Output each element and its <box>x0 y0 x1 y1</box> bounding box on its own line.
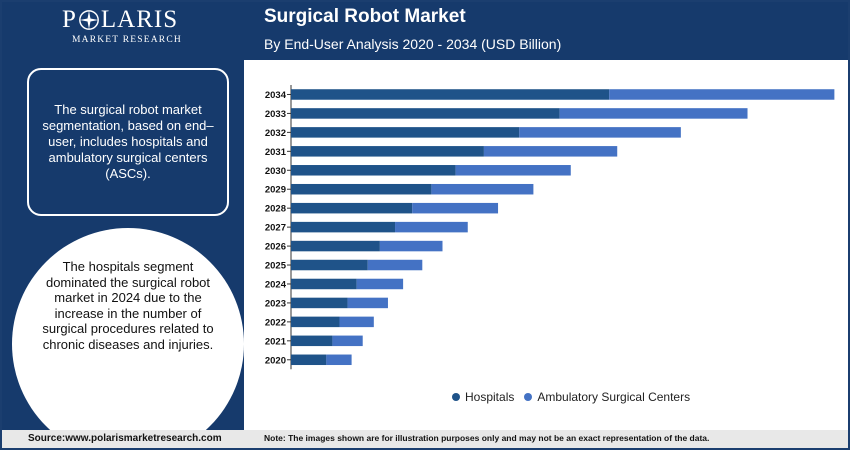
brand-wordmark: P LARIS <box>62 7 192 33</box>
bar-hospitals-2026 <box>291 240 380 252</box>
legend-label-ambulatory: Ambulatory Surgical Centers <box>537 390 691 404</box>
bar-ambulatory-2021 <box>332 335 363 347</box>
disclaimer-note: Note: The images shown are for illustrat… <box>264 433 710 443</box>
bar-hospitals-2024 <box>291 278 357 290</box>
legend-label-hospitals: Hospitals <box>465 390 515 404</box>
segmentation-info-box: The surgical robot market segmentation, … <box>27 68 229 216</box>
bar-hospitals-2023 <box>291 297 348 309</box>
y-tick-label-2030: 2030 <box>265 166 286 177</box>
brand-logo: P LARIS MARKET RESEARCH <box>62 7 192 46</box>
y-tick-label-2028: 2028 <box>265 204 286 215</box>
segmentation-info-text: The surgical robot market segmentation, … <box>42 102 214 181</box>
bar-ambulatory-2023 <box>347 297 388 309</box>
bar-ambulatory-2031 <box>483 146 618 157</box>
y-tick-label-2020: 2020 <box>265 355 286 366</box>
bar-hospitals-2034 <box>291 89 610 100</box>
bar-ambulatory-2025 <box>367 259 423 271</box>
y-tick-label-2032: 2032 <box>265 128 286 139</box>
compass-star-icon <box>79 10 99 30</box>
sidebar <box>2 2 244 430</box>
y-tick-label-2029: 2029 <box>265 185 286 196</box>
legend-swatch-ambulatory <box>524 393 533 401</box>
bar-hospitals-2022 <box>291 316 340 328</box>
y-tick-label-2027: 2027 <box>265 223 286 234</box>
chart-legend: Hospitals Ambulatory Surgical Centers <box>452 390 700 404</box>
page-subtitle: By End-User Analysis 2020 - 2034 (USD Bi… <box>264 36 562 52</box>
y-tick-label-2025: 2025 <box>265 261 287 272</box>
legend-item-ambulatory: Ambulatory Surgical Centers <box>524 390 690 404</box>
bar-ambulatory-2024 <box>356 278 404 290</box>
y-tick-label-2022: 2022 <box>265 317 286 328</box>
bar-hospitals-2033 <box>291 108 560 119</box>
bar-chart: 2034 2033 2032 2031 2030 2029 2028 2027 2026 2025… <box>265 85 835 370</box>
bar-hospitals-2027 <box>291 221 396 233</box>
bar-hospitals-2025 <box>291 259 368 271</box>
bar-hospitals-2029 <box>291 183 432 195</box>
y-tick-label-2021: 2021 <box>265 336 287 347</box>
bar-ambulatory-2034 <box>609 89 835 100</box>
bar-ambulatory-2020 <box>326 354 352 366</box>
header-bar <box>244 2 848 60</box>
bar-ambulatory-2027 <box>395 221 468 233</box>
bar-ambulatory-2029 <box>431 183 534 195</box>
bar-ambulatory-2033 <box>559 108 748 119</box>
legend-swatch-hospitals <box>452 393 460 401</box>
bar-ambulatory-2022 <box>339 316 374 328</box>
bar-hospitals-2020 <box>291 354 327 366</box>
brand-tagline: MARKET RESEARCH <box>72 35 182 45</box>
y-tick-label-2023: 2023 <box>265 298 286 309</box>
bar-ambulatory-2028 <box>412 202 499 214</box>
source-text: Source:www.polarismarketresearch.com <box>28 433 222 444</box>
bar-hospitals-2031 <box>291 146 484 157</box>
bar-ambulatory-2032 <box>519 127 681 138</box>
highlight-circle <box>12 228 244 430</box>
y-tick-label-2024: 2024 <box>265 279 287 290</box>
bar-hospitals-2030 <box>291 165 456 176</box>
highlight-circle-text: The hospitals segment dominated the surg… <box>42 259 214 352</box>
brand-letters: LARIS <box>100 6 179 33</box>
y-tick-label-2033: 2033 <box>265 109 286 120</box>
brand-letter-p: P <box>62 6 77 33</box>
footer-bar <box>2 430 848 448</box>
bar-hospitals-2032 <box>291 127 520 138</box>
y-tick-label-2026: 2026 <box>265 242 286 253</box>
bar-hospitals-2021 <box>291 335 333 347</box>
page-title: Surgical Robot Market <box>264 6 466 27</box>
bar-ambulatory-2026 <box>379 240 443 252</box>
y-tick-label-2031: 2031 <box>265 147 287 158</box>
bar-hospitals-2028 <box>291 202 413 214</box>
y-tick-label-2034: 2034 <box>265 90 287 101</box>
bar-ambulatory-2030 <box>455 165 571 176</box>
legend-item-hospitals: Hospitals <box>452 390 514 404</box>
